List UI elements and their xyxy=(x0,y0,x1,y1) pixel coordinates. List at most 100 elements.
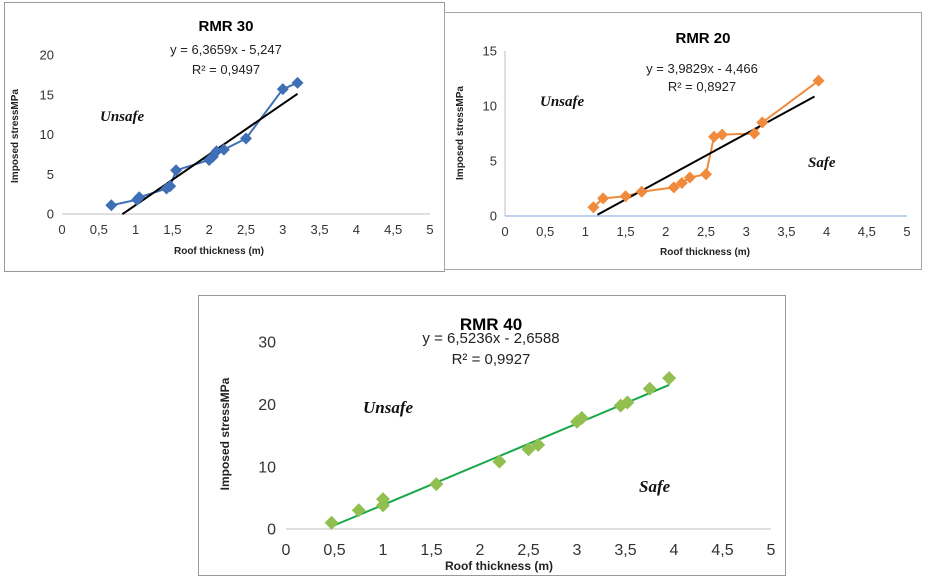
chart-title: RMR 40 xyxy=(460,315,522,334)
x-tick-label: 5 xyxy=(903,224,910,239)
x-tick-label: 4,5 xyxy=(384,222,402,237)
x-tick-label: 0,5 xyxy=(323,542,345,559)
x-tick-label: 2,5 xyxy=(517,542,539,559)
data-point xyxy=(429,477,444,492)
x-tick-label: 1 xyxy=(582,224,589,239)
data-point xyxy=(170,164,183,177)
data-point xyxy=(324,515,339,530)
x-tick-label: 2 xyxy=(662,224,669,239)
data-point xyxy=(492,454,507,469)
data-point xyxy=(700,168,712,181)
y-tick-label: 10 xyxy=(483,99,497,114)
x-tick-label: 3,5 xyxy=(777,224,795,239)
data-point xyxy=(105,199,118,212)
trendline-equation: y = 3,9829x - 4,466 xyxy=(646,61,758,76)
data-point xyxy=(613,398,628,413)
x-tick-label: 3 xyxy=(573,542,582,559)
x-axis-label: Roof thickness (m) xyxy=(174,246,264,257)
chart-panel-rmr30: 0 5 10 15 20 0 0,5 1 1,5 2 2,5 3 3,5 4 4,5 5 RMR 30 y = 6… xyxy=(4,2,445,272)
x-tick-label: 2 xyxy=(476,542,485,559)
data-point xyxy=(351,503,366,518)
y-tick-label: 15 xyxy=(40,87,54,102)
trendline-r2: R² = 0,8927 xyxy=(668,79,736,94)
data-point xyxy=(240,132,252,145)
chart-title: RMR 20 xyxy=(675,30,730,47)
data-point xyxy=(291,76,304,89)
chart-title: RMR 30 xyxy=(198,18,253,35)
data-point xyxy=(675,177,688,189)
y-tick-label: 20 xyxy=(40,48,54,63)
data-point xyxy=(748,127,761,140)
x-tick-label: 2,5 xyxy=(237,222,255,237)
data-point xyxy=(133,191,146,204)
x-tick-label: 3,5 xyxy=(311,222,329,237)
x-axis-label: Roof thickness (m) xyxy=(660,247,750,258)
x-tick-label: 4,5 xyxy=(858,224,876,239)
data-point xyxy=(597,192,610,205)
y-axis-label: Imposed stressMPa xyxy=(10,89,21,183)
x-tick-label: 5 xyxy=(767,542,776,559)
y-tick-label: 0 xyxy=(490,209,497,224)
chart-rmr30: 0 5 10 15 20 0 0,5 1 1,5 2 2,5 3 3,5 4 4,5 5 RMR 30 y = 6… xyxy=(10,18,434,257)
y-axis-label: Imposed stressMPa xyxy=(218,377,232,490)
region-label-safe: Safe xyxy=(808,155,836,171)
data-point xyxy=(642,381,657,396)
data-point xyxy=(276,83,289,96)
x-tick-label: 0,5 xyxy=(90,222,108,237)
x-tick-label: 1 xyxy=(379,542,388,559)
data-point xyxy=(662,371,677,386)
y-tick-label: 5 xyxy=(490,154,497,169)
region-label-unsafe: Unsafe xyxy=(363,398,414,417)
chart-rmr40: 0 10 20 30 0 0,5 1 1,5 2 2,5 3 3,5 4 4,5 5 RMR 40y = 6,… xyxy=(218,315,776,573)
y-tick-label: 15 xyxy=(483,44,497,59)
x-tick-label: 4 xyxy=(353,222,360,237)
x-axis-label: Roof thickness (m) xyxy=(445,559,553,573)
data-point xyxy=(620,395,635,410)
data-point xyxy=(376,492,390,507)
x-tick-label: 3,5 xyxy=(614,542,636,559)
x-tick-label: 4,5 xyxy=(711,542,733,559)
chart-panel-rmr20: 0 5 10 15 0 0,5 1 1,5 2 2,5 3 3,5 4 4,5 5 RMR 20 y = 3,9… xyxy=(444,12,922,270)
x-tick-label: 1 xyxy=(132,222,139,237)
data-point xyxy=(667,181,680,194)
x-tick-label: 0 xyxy=(501,224,508,239)
chart-panel-rmr40: 0 10 20 30 0 0,5 1 1,5 2 2,5 3 3,5 4 4,5 5 RMR 40 y = 6,… xyxy=(198,295,786,576)
trendline-equation: y = 6,5236x - 2,6588 xyxy=(422,330,559,347)
y-tick-label: 0 xyxy=(47,207,54,222)
x-tick-label: 1,5 xyxy=(617,224,635,239)
x-tick-label: 2,5 xyxy=(697,224,715,239)
data-point xyxy=(531,437,546,452)
series-line xyxy=(592,79,820,208)
trendline-r2: R² = 0,9927 xyxy=(452,351,531,368)
data-point xyxy=(574,411,589,426)
chart-rmr20: 0 5 10 15 0 0,5 1 1,5 2 2,5 3 3,5 4 4,5 5 RMR 20 y = 3,9… xyxy=(455,30,911,258)
trendline xyxy=(596,95,816,216)
x-tick-label: 3 xyxy=(743,224,750,239)
y-tick-label: 0 xyxy=(267,522,276,539)
data-point xyxy=(587,201,600,214)
x-tick-label: 1,5 xyxy=(163,222,181,237)
data-point xyxy=(708,130,721,143)
trendline-r2: R² = 0,9497 xyxy=(192,62,260,77)
data-point xyxy=(521,442,536,457)
y-tick-label: 10 xyxy=(40,127,54,142)
x-tick-label: 0,5 xyxy=(536,224,554,239)
data-point xyxy=(164,180,177,193)
region-label-unsafe: Unsafe xyxy=(100,109,145,125)
x-tick-label: 2 xyxy=(206,222,213,237)
x-tick-label: 1,5 xyxy=(420,542,442,559)
data-point xyxy=(683,171,696,184)
x-tick-label: 4 xyxy=(670,542,679,559)
data-point xyxy=(217,143,230,156)
data-point xyxy=(619,190,632,203)
x-tick-label: 0 xyxy=(282,542,291,559)
data-point xyxy=(756,116,769,129)
x-tick-label: 5 xyxy=(426,222,433,237)
data-point xyxy=(716,128,729,141)
data-point xyxy=(812,74,825,87)
y-tick-label: 30 xyxy=(258,335,276,352)
y-tick-label: 10 xyxy=(258,459,276,476)
x-tick-label: 4 xyxy=(823,224,830,239)
x-tick-label: 3 xyxy=(279,222,286,237)
y-axis-label: Imposed stressMPa xyxy=(455,86,466,180)
